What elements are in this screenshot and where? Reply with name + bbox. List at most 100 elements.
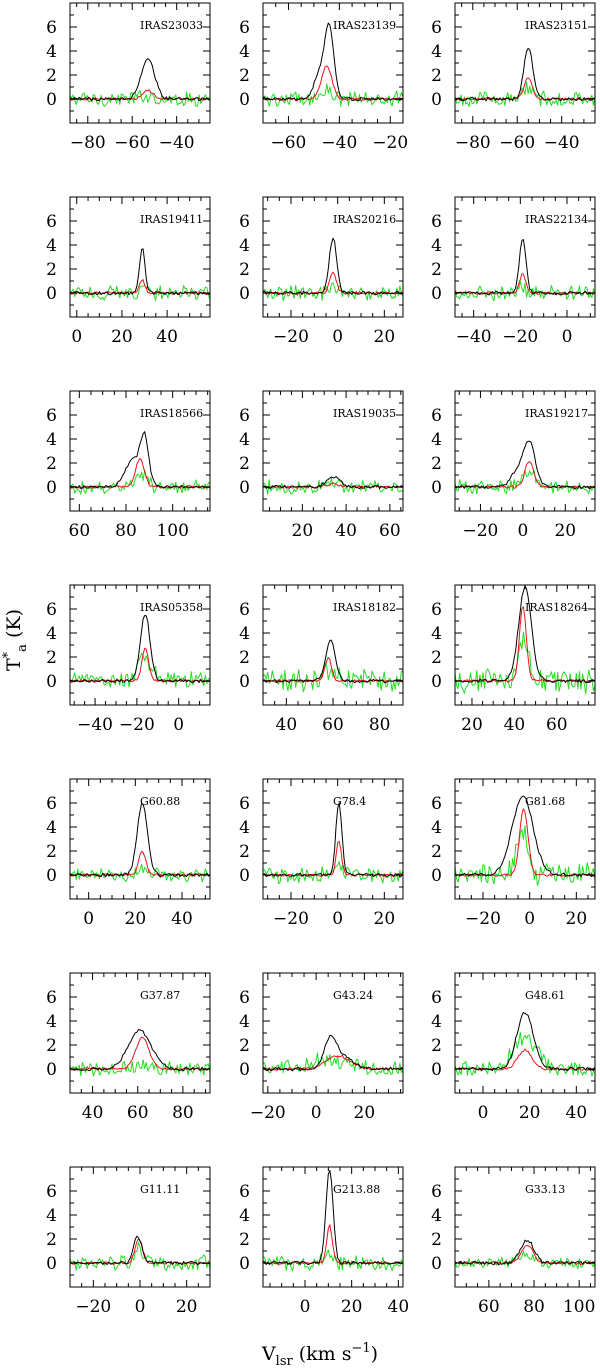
y-tick-label: 2 [46,1036,57,1056]
spectrum-red-iras19217 [455,461,595,489]
y-tick-label: 0 [431,866,442,886]
panel-iras19217: 0 2 4 6 −20 0 20 IRAS19217 [431,390,596,541]
panel-title-iras20216: IRAS20216 [333,213,396,226]
x-tick-label: 20 [354,1103,376,1123]
panel-iras18566: 0 2 4 6 60 80 100 IRAS18566 [46,390,211,541]
panel-title-iras18182: IRAS18182 [333,601,396,614]
panel-g48-61: 0 2 4 6 0 20 40 G48.61 [431,972,596,1123]
spectra-group [263,476,403,495]
panel-iras23033: 0 2 4 6 −80 −60 −40 IRAS23033 [46,2,211,153]
panel-grid: 0 2 4 6 −80 −60 −40 IRAS23033 0 2 4 6 −60 −40 −20 IRAS2… [46,2,596,1317]
spectrum-red-iras23033 [70,89,210,101]
panel-title-iras19217: IRAS19217 [525,407,588,420]
x-tick-label: 40 [82,1103,104,1123]
x-tick-label: −20 [273,909,309,929]
spectra-group [455,440,595,495]
x-tick-label: 60 [322,715,344,735]
y-tick-label: 6 [46,406,57,426]
spectrum-red-g81-68 [455,808,595,877]
y-tick-label: 4 [46,624,57,644]
y-axis-title-main: T [3,658,25,671]
y-tick-label: 2 [46,648,57,668]
spectrum-black-g11-11 [70,1235,210,1266]
spectrum-green-iras23033 [70,90,210,107]
panel-iras22134: 0 2 4 6 −40 −20 0 IRAS22134 [431,196,596,347]
y-tick-label: 6 [431,212,442,232]
x-tick-label: −60 [114,133,150,153]
x-tick-label: 20 [176,1297,198,1317]
y-tick-label: 4 [46,42,57,62]
y-tick-label: 2 [239,842,250,862]
panel-iras23151: 0 2 4 6 −80 −60 −40 IRAS23151 [431,2,596,153]
spectrum-red-g11-11 [70,1238,210,1265]
y-tick-label: 0 [431,90,442,110]
y-tick-label: 2 [431,842,442,862]
x-tick-label: 0 [173,715,184,735]
x-axis-title-main: V [261,1343,276,1365]
y-tick-label: 6 [431,988,442,1008]
y-tick-label: 4 [46,430,57,450]
y-tick-label: 0 [431,1060,442,1080]
y-tick-label: 2 [46,66,57,86]
x-tick-label: 0 [71,327,82,347]
spectra-group [455,47,595,108]
spectrum-green-g43-24 [263,1052,403,1075]
y-tick-label: 0 [46,866,57,886]
y-tick-label: 2 [46,260,57,280]
x-tick-label: 80 [523,1297,545,1317]
x-tick-label: 40 [504,715,526,735]
spectra-group [455,1012,595,1077]
x-tick-label: 20 [566,909,588,929]
y-tick-label: 0 [46,1060,57,1080]
y-tick-label: 2 [431,260,442,280]
y-tick-label: 6 [239,988,250,1008]
spectrum-black-g78-4 [263,802,403,878]
x-tick-label: 60 [478,1297,500,1317]
y-axis-title: T*a (K) [1,609,30,671]
y-axis-title-sup: * [1,651,16,658]
panel-title-iras23151: IRAS23151 [525,19,588,32]
x-tick-label: 0 [478,1103,489,1123]
x-tick-label: 0 [524,909,535,929]
panel-title-iras18566: IRAS18566 [140,407,203,420]
x-axis-title-sup: −1 [351,1341,370,1356]
spectra-group [263,22,403,107]
spectrum-black-iras20216 [263,237,403,296]
panel-g37-87: 0 2 4 6 40 60 80 G37.87 [46,972,211,1123]
spectrum-black-iras19217 [455,440,595,490]
y-tick-label: 2 [46,842,57,862]
x-tick-label: 0 [300,1297,311,1317]
x-tick-label: −20 [465,909,501,929]
spectrum-black-iras22134 [455,239,595,296]
spectrum-green-g213-88 [263,1249,403,1272]
spectra-group [455,239,595,302]
panel-title-iras23139: IRAS23139 [333,19,396,32]
spectrum-red-iras18182 [263,657,403,683]
spectrum-red-iras20216 [263,271,403,295]
spectrum-green-iras19217 [455,469,595,495]
y-tick-label: 0 [431,478,442,498]
spectra-group [70,431,210,495]
y-tick-label: 2 [46,454,57,474]
spectrum-red-g37-87 [70,1036,210,1071]
spectrum-red-iras23139 [263,65,403,101]
spectrum-red-g78-4 [263,840,403,877]
y-tick-label: 0 [46,284,57,304]
spectrum-black-iras05358 [70,615,210,684]
panel-iras18182: 0 2 4 6 40 60 80 IRAS18182 [239,584,404,735]
x-tick-label: −40 [159,133,195,153]
spectrum-red-g48-61 [455,1048,595,1071]
y-tick-label: 6 [46,1182,57,1202]
y-tick-label: 6 [431,406,442,426]
y-tick-label: 4 [239,236,250,256]
panel-iras05358: 0 2 4 6 −40 −20 0 IRAS05358 [46,584,211,735]
spectra-group [70,58,210,107]
y-tick-label: 0 [46,478,57,498]
spectrum-green-iras05358 [70,652,210,688]
spectrum-green-iras23139 [263,83,403,107]
panel-g78-4: 0 2 4 6 −20 0 20 G78.4 [239,778,404,929]
spectra-group [263,802,403,885]
spectrum-green-iras18566 [70,469,210,495]
x-tick-label: 40 [566,1103,588,1123]
